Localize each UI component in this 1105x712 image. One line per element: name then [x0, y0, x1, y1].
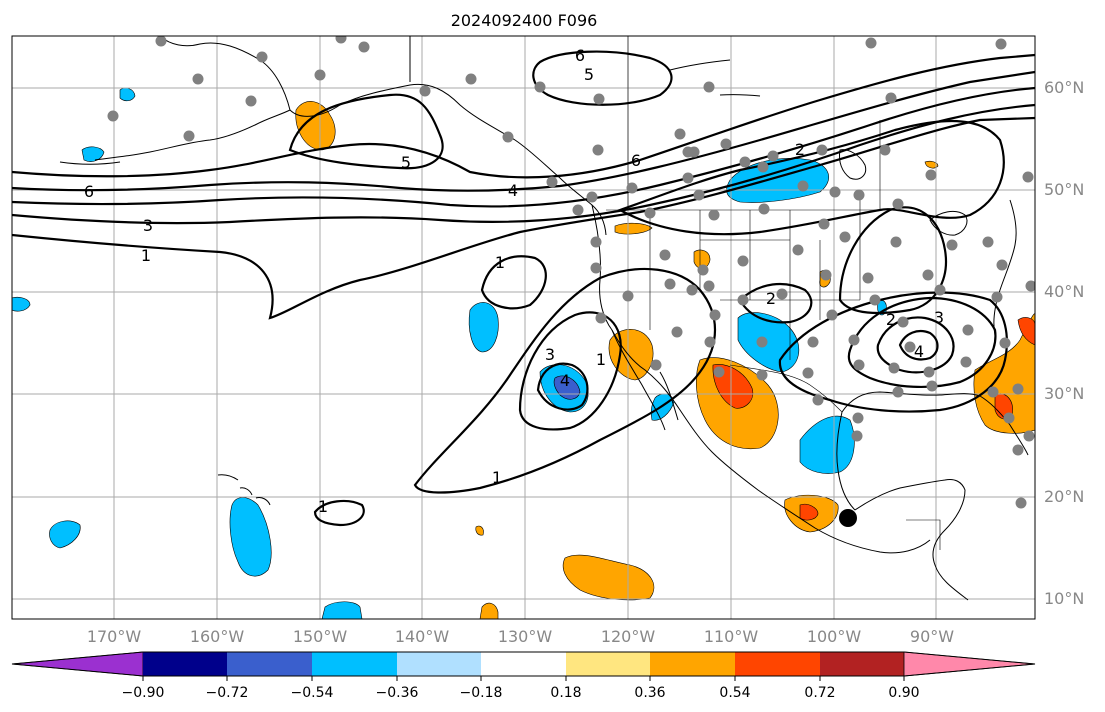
figure-title: 2024092400 F096: [451, 11, 598, 30]
colorbar-segment: [227, 652, 312, 676]
contour-label: 4: [914, 342, 924, 361]
lat-label: 60°N: [1044, 78, 1084, 97]
lon-label: 150°W: [293, 627, 348, 646]
anomaly-shading: [12, 87, 1035, 619]
colorbar-tick-label: −0.72: [206, 685, 249, 701]
lat-label: 40°N: [1044, 282, 1084, 301]
contour-label: 3: [934, 308, 944, 327]
contour-label: 1: [141, 246, 151, 265]
lon-label: 110°W: [704, 627, 759, 646]
colorbar-tick-label: −0.36: [376, 685, 419, 701]
contour-label: 1: [596, 350, 606, 369]
contour-label: 6: [575, 46, 585, 65]
colorbar-tick-label: 0.72: [804, 685, 835, 701]
colorbar-tick-label: 0.36: [634, 685, 665, 701]
contour-label: 6: [84, 182, 94, 201]
map-frame: [11, 35, 1036, 620]
lon-label: 160°W: [190, 627, 245, 646]
contour-labels: 6 5 6 5 6 4 3 1 1 1 1 1 3 3 4 2 2 2 4: [84, 46, 944, 516]
colorbar-tick-label: 0.90: [888, 685, 919, 701]
lon-label: 120°W: [601, 627, 656, 646]
colorbar-segment: [397, 652, 481, 676]
contour-label: 2: [795, 140, 805, 159]
colorbar-segment: [11, 651, 144, 677]
lon-label: 140°W: [395, 627, 450, 646]
contour-label: 1: [495, 253, 505, 272]
lat-label: 50°N: [1044, 180, 1084, 199]
latitude-labels: 60°N 50°N 40°N 30°N 20°N 10°N: [1044, 78, 1084, 608]
lon-label: 90°W: [910, 627, 954, 646]
colorbar-segment: [735, 652, 820, 676]
lat-label: 10°N: [1044, 589, 1084, 608]
contour-label: 2: [886, 310, 896, 329]
target-location-marker: [839, 509, 857, 527]
colorbar-segment: [312, 652, 397, 676]
colorbar-segment: [566, 652, 650, 676]
contour-label: 5: [401, 153, 411, 172]
colorbar-segment: [143, 652, 227, 676]
colorbar-tick-label: −0.18: [460, 685, 503, 701]
contour-label: 4: [560, 371, 570, 390]
lon-label: 130°W: [498, 627, 553, 646]
lon-label: 100°W: [807, 627, 862, 646]
colorbar-tick-label: −0.54: [291, 685, 334, 701]
contour-label: 4: [508, 181, 518, 200]
contour-label: 2: [766, 289, 776, 308]
contour-label: 5: [584, 65, 594, 84]
colorbar-segment: [903, 651, 1036, 677]
colorbar-segment: [650, 652, 735, 676]
contour-label: 1: [492, 468, 502, 487]
colorbar-segment: [481, 652, 566, 676]
lat-label: 30°N: [1044, 384, 1084, 403]
colorbar-tick-label: 0.18: [550, 685, 581, 701]
coastlines: [59, 36, 1029, 601]
colorbar-tick-label: −0.90: [122, 685, 165, 701]
contour-label: 3: [545, 345, 555, 364]
lat-label: 20°N: [1044, 487, 1084, 506]
contour-label: 6: [631, 151, 641, 170]
colorbar: −0.90 −0.72 −0.54 −0.36 −0.18 0.18 0.36 …: [11, 651, 1036, 701]
lon-label: 170°W: [87, 627, 142, 646]
station-markers: [107, 36, 1035, 509]
contour-label: 1: [318, 497, 328, 516]
colorbar-tick-label: 0.54: [719, 685, 750, 701]
contours: [12, 50, 1035, 527]
contour-label: 3: [143, 216, 153, 235]
map-background: [12, 36, 1035, 619]
longitude-labels: 170°W 160°W 150°W 140°W 130°W 120°W 110°…: [87, 627, 954, 646]
colorbar-segment: [820, 652, 904, 676]
